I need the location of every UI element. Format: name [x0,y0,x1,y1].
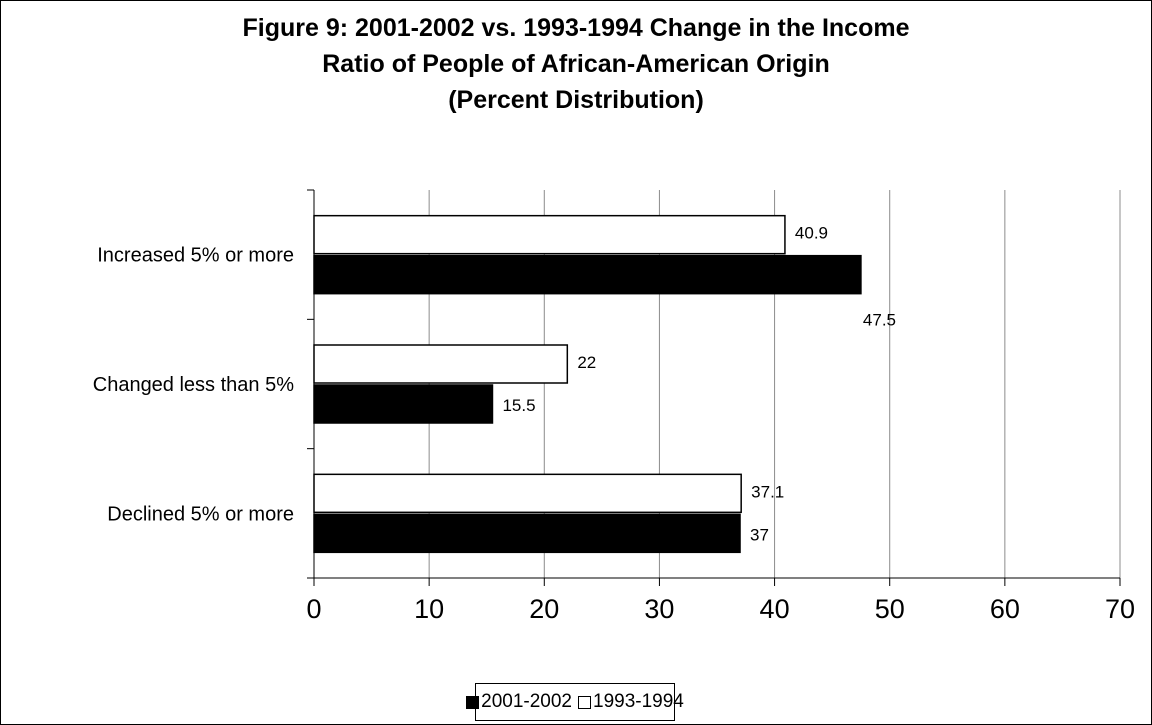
x-tick-label-10: 10 [414,594,444,624]
bar-1993-1994-changed-less-than-5 [313,344,569,384]
data-label-1993-1994-declined-5-or-more: 37.1 [751,482,784,501]
gridlines [428,190,1121,578]
legend: 2001-2002 1993-1994 [466,683,684,721]
x-tick-label-40: 40 [760,594,790,624]
category-label-changed-less-than-5: Changed less than 5% [93,374,294,396]
data-label-2001-2002-increased-5-or-more: 47.5 [863,311,896,330]
chart-title-line-2: Ratio of People of African-American Orig… [322,50,830,78]
legend-swatch-1993-1994 [578,695,591,709]
legend-label-1993-1994: 1993-1994 [593,691,684,712]
bar-2001-2002-declined-5-or-more [313,513,741,554]
category-label-declined-5-or-more: Declined 5% or more [107,503,294,525]
x-tick-label-50: 50 [875,594,905,624]
data-label-2001-2002-declined-5-or-more: 37 [750,525,769,544]
legend-entry-1993-1994: 1993-1994 [578,691,684,713]
legend-entry-2001-2002: 2001-2002 [466,691,572,713]
data-labels: 40.9 47.5 22 15.5 37.1 37 [502,224,896,545]
x-tick-label-30: 30 [644,594,674,624]
data-label-1993-1994-increased-5-or-more: 40.9 [795,224,828,243]
bars [313,214,862,554]
data-label-1993-1994-changed-less-than-5: 22 [577,353,596,372]
bar-2001-2002-increased-5-or-more [313,254,862,295]
chart-title: Figure 9: 2001-2002 vs. 1993-1994 Change… [0,10,1152,118]
bar-1993-1994-declined-5-or-more [313,473,742,514]
x-tick-label-60: 60 [990,594,1020,624]
x-tick-label-0: 0 [306,594,321,624]
data-label-2001-2002-changed-less-than-5: 15.5 [502,396,535,415]
bar-2001-2002-changed-less-than-5 [313,384,494,424]
bar-1993-1994-increased-5-or-more [313,214,786,255]
axes: 0 10 20 30 40 50 60 70 Increased 5% or more Chang… [93,189,1135,624]
chart-title-line-1: Figure 9: 2001-2002 vs. 1993-1994 Change… [242,14,910,42]
x-tick-label-70: 70 [1105,594,1135,624]
legend-label-2001-2002: 2001-2002 [481,691,572,712]
x-tick-label-20: 20 [529,594,559,624]
chart-title-line-3: (Percent Distribution) [448,86,704,114]
legend-swatch-2001-2002 [466,695,480,709]
category-label-increased-5-or-more: Increased 5% or more [97,245,294,267]
